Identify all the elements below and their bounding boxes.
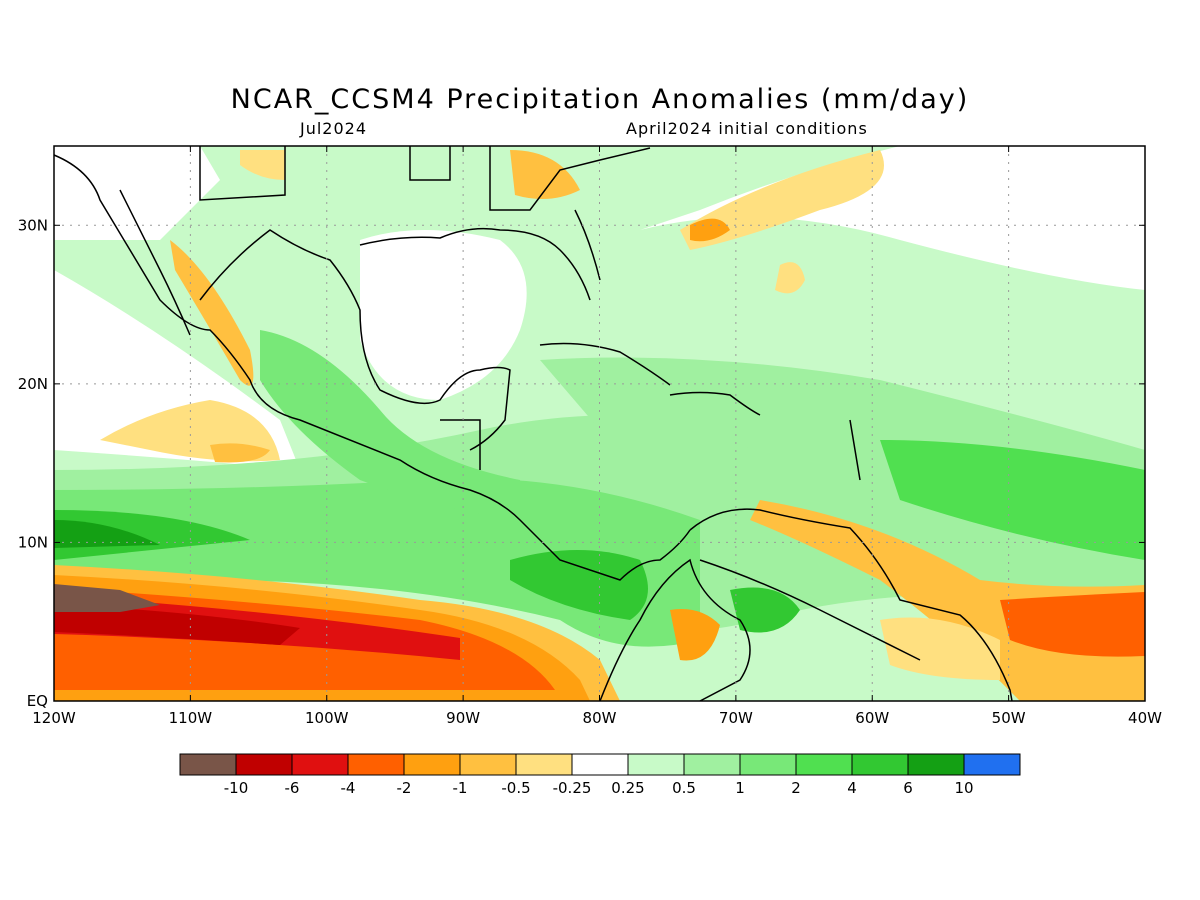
lon-tick-label: 120W [32, 709, 76, 727]
lat-tick-label: EQ [27, 692, 48, 710]
coastline [54, 146, 1013, 701]
colorbar-swatch [515, 753, 573, 776]
colorbar-swatch [347, 753, 405, 776]
map-title: NCAR_CCSM4 Precipitation Anomalies (mm/d… [230, 84, 970, 115]
axis-ticks: 120W 110W 100W 90W 80W 70W 60W 50W 40W EQ 10N 20N 30… [18, 146, 1162, 727]
colorbar-label: 0.25 [611, 779, 644, 797]
colorbar-swatch [795, 753, 853, 776]
lon-tick-label: 100W [305, 709, 349, 727]
lon-tick-label: 50W [992, 709, 1026, 727]
colorbar-swatch [459, 753, 517, 776]
lat-tick-label: 20N [18, 375, 48, 393]
colorbar-swatch [627, 753, 685, 776]
lon-tick-label: 40W [1128, 709, 1162, 727]
colorbar-label: -10 [224, 779, 249, 797]
lat-lon-grid [54, 146, 1145, 701]
lon-tick-label: 60W [855, 709, 889, 727]
colorbar-label: -4 [341, 779, 356, 797]
colorbar-label: -0.25 [553, 779, 592, 797]
colorbar-swatch [403, 753, 461, 776]
colorbar-label: -0.5 [501, 779, 530, 797]
colorbar-swatch [963, 753, 1021, 776]
colorbar-swatch [291, 753, 349, 776]
colorbar-swatch [907, 753, 965, 776]
colorbar-swatch [179, 753, 237, 776]
colorbar-label: -1 [453, 779, 468, 797]
colorbar-label: 2 [791, 779, 801, 797]
colorbar-swatch [739, 753, 797, 776]
colorbar-label: -2 [397, 779, 412, 797]
lat-tick-label: 30N [18, 216, 48, 234]
colorbar-label: 1 [735, 779, 745, 797]
colorbar-swatch [683, 753, 741, 776]
colorbar-label: -6 [285, 779, 300, 797]
lon-tick-label: 70W [719, 709, 753, 727]
lat-tick-label: 10N [18, 533, 48, 551]
lon-tick-label: 80W [583, 709, 617, 727]
valid-month-label: Jul2024 [300, 119, 368, 138]
lon-tick-label: 90W [446, 709, 480, 727]
lon-tick-label: 110W [169, 709, 213, 727]
colorbar-swatch [235, 753, 293, 776]
colorbar-label: 4 [847, 779, 857, 797]
colorbar-label: 10 [954, 779, 973, 797]
anomaly-field [54, 146, 1145, 701]
colorbar-swatch [571, 753, 629, 776]
colorbar: -10 -6 -4 -2 -1 -0.5 -0.25 0.25 0.5 1 2 4 6 10 [179, 753, 1021, 797]
colorbar-swatch [851, 753, 909, 776]
colorbar-label: 6 [903, 779, 913, 797]
colorbar-label: 0.5 [672, 779, 696, 797]
initial-conditions-label: April2024 initial conditions [626, 119, 868, 138]
